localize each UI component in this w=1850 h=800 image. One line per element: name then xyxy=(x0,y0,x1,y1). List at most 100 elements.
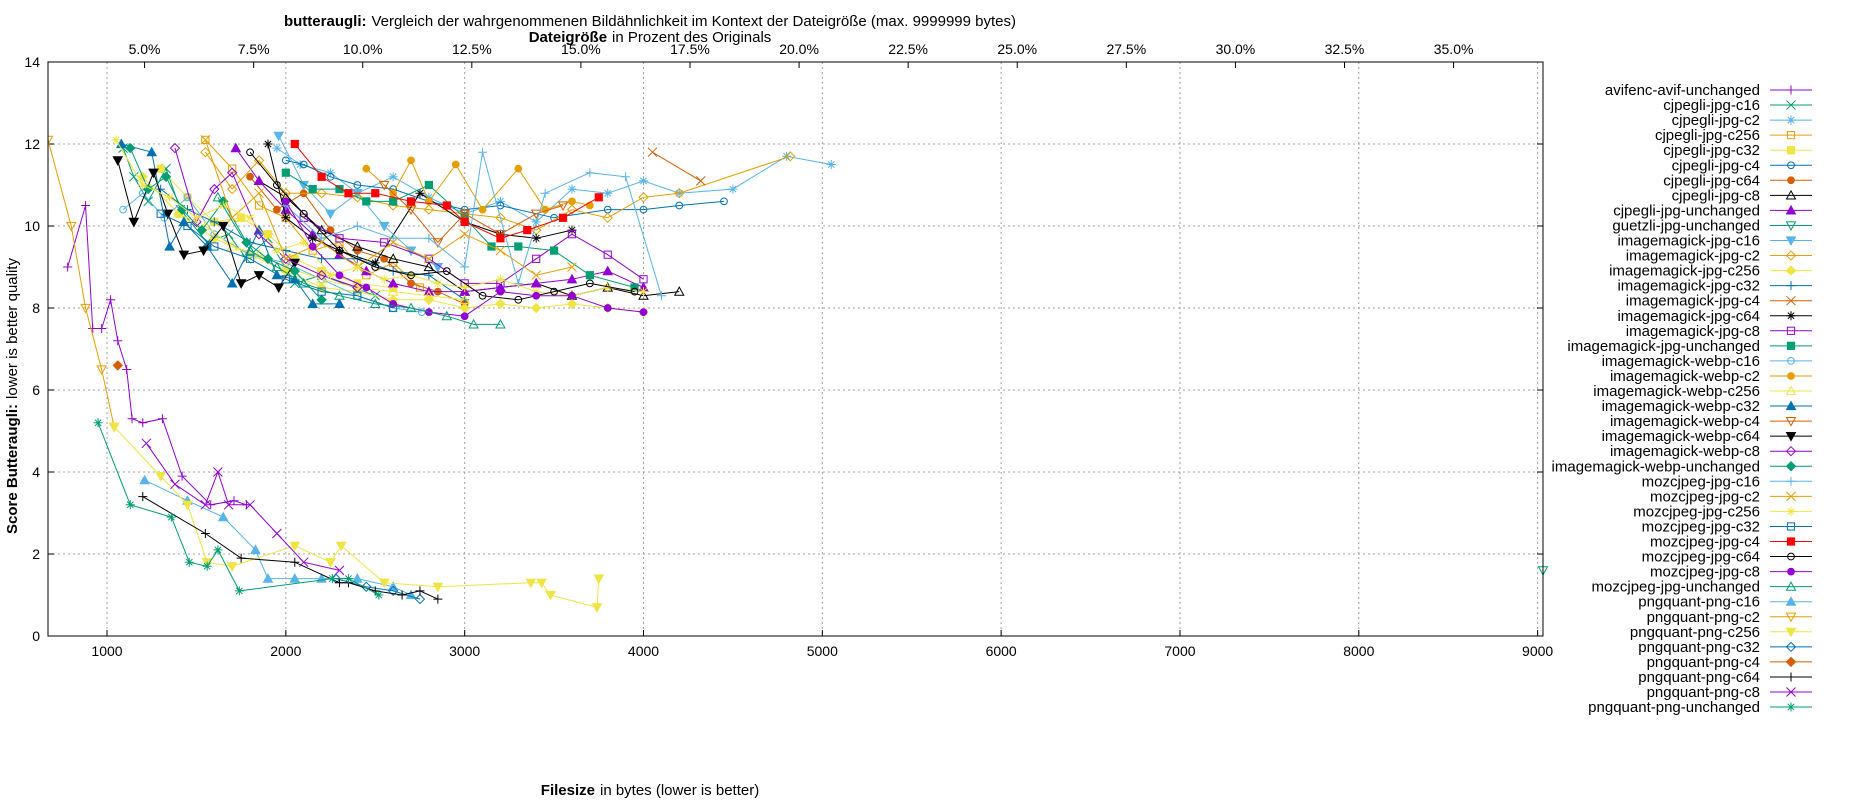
data-point xyxy=(531,287,541,297)
legend-marker xyxy=(1786,506,1796,516)
data-point xyxy=(128,171,139,182)
data-point xyxy=(603,304,612,312)
legend-entry: cjpegli-jpg-unchanged xyxy=(1613,202,1812,219)
data-point xyxy=(281,168,290,177)
chart-title: butteraugli: Vergleich der wahrgenommenen… xyxy=(284,13,1016,30)
data-point xyxy=(371,189,380,198)
data-point xyxy=(299,209,308,218)
y-axis-title: Score Butteraugli:lower is better qualit… xyxy=(4,258,21,534)
legend-marker xyxy=(1786,281,1796,291)
series-line xyxy=(67,205,247,506)
legend-entry: pngquant-png-c32 xyxy=(1638,639,1812,656)
data-point xyxy=(290,139,299,149)
legend-marker xyxy=(1785,596,1797,606)
data-point xyxy=(178,250,190,261)
data-point xyxy=(316,273,327,284)
legend-label: imagemagick-webp-c32 xyxy=(1602,398,1760,415)
data-point xyxy=(362,164,371,173)
data-point xyxy=(230,142,242,153)
x-tick-label: 5000 xyxy=(807,643,838,659)
legend-marker xyxy=(1785,445,1797,457)
data-point xyxy=(245,213,255,223)
data-point xyxy=(388,172,398,182)
data-point xyxy=(530,277,542,288)
series-line xyxy=(285,201,644,317)
data-point xyxy=(388,233,398,243)
legend-label: pngquant-png-c8 xyxy=(1647,684,1760,701)
legend-marker xyxy=(1785,656,1797,668)
data-point xyxy=(343,574,353,584)
legend-marker xyxy=(1787,161,1795,170)
data-point xyxy=(514,242,523,251)
data-point xyxy=(371,263,380,271)
legend-label: cjpegli-jpg-unchanged xyxy=(1613,202,1760,219)
data-point xyxy=(352,240,363,251)
x-tick-label: 3000 xyxy=(449,643,480,659)
data-point xyxy=(638,287,648,297)
y-tick-label: 12 xyxy=(24,136,40,152)
series-line xyxy=(249,151,635,301)
series-line xyxy=(204,151,791,231)
data-point xyxy=(656,291,666,301)
legend-label: mozcjpeg-jpg-unchanged xyxy=(1592,579,1760,596)
legend-entry: imagemagick-webp-unchanged xyxy=(1552,458,1812,475)
data-point xyxy=(325,209,336,220)
data-point xyxy=(478,291,487,300)
data-point xyxy=(235,279,247,289)
data-point xyxy=(226,562,238,572)
data-point xyxy=(433,594,443,604)
data-point xyxy=(550,287,558,296)
data-point xyxy=(223,499,234,510)
legend-entry: mozcjpeg-jpg-c32 xyxy=(1642,518,1812,535)
data-point xyxy=(246,172,254,181)
y-tick-label: 4 xyxy=(32,464,40,480)
data-point xyxy=(177,471,187,481)
legend-marker xyxy=(1785,385,1797,396)
data-point xyxy=(387,253,399,263)
data-point xyxy=(183,221,192,231)
x-tick-label: 4000 xyxy=(628,643,659,659)
data-point xyxy=(289,573,301,583)
legend-entry: imagemagick-webp-c2 xyxy=(1610,368,1812,385)
x-tick-label: 7000 xyxy=(1164,643,1195,659)
data-point xyxy=(316,187,327,199)
data-point xyxy=(111,135,121,145)
legend-entry: pngquant-png-c256 xyxy=(1630,624,1812,641)
legend-marker xyxy=(1785,627,1797,638)
legend-marker xyxy=(1786,672,1796,682)
data-point xyxy=(621,172,631,182)
data-point xyxy=(289,265,300,277)
legend-label: mozcjpeg-jpg-c16 xyxy=(1642,473,1760,490)
data-point xyxy=(155,472,167,482)
series-line xyxy=(205,139,421,288)
legend-label: mozcjpeg-jpg-c64 xyxy=(1642,549,1760,566)
series-line xyxy=(235,147,644,293)
legend-label: imagemagick-webp-unchanged xyxy=(1552,458,1760,475)
data-point xyxy=(138,180,148,190)
data-point xyxy=(424,180,434,190)
data-point xyxy=(209,183,220,195)
data-point xyxy=(245,254,255,263)
series-avifenc-avif-unchanged xyxy=(63,201,251,510)
series-pngquant-png-c256 xyxy=(108,422,605,613)
data-point xyxy=(638,176,648,186)
data-point xyxy=(514,164,523,173)
legend-marker xyxy=(1786,522,1796,531)
data-point xyxy=(335,246,344,255)
data-point xyxy=(397,590,407,600)
data-point xyxy=(200,135,211,145)
legend-label: guetzli-jpg-unchanged xyxy=(1612,217,1760,234)
series-line xyxy=(97,422,380,596)
legend-marker xyxy=(1785,581,1797,591)
plot-frame xyxy=(47,61,1544,637)
data-point xyxy=(273,283,285,294)
data-point xyxy=(536,578,547,589)
data-point xyxy=(405,302,417,313)
data-point xyxy=(254,201,264,210)
legend-label: imagemagick-webp-c4 xyxy=(1610,413,1760,430)
data-point xyxy=(280,253,291,264)
data-point xyxy=(250,544,261,554)
data-point xyxy=(138,492,148,502)
series-line xyxy=(267,143,573,264)
legend-entry: mozcjpeg-jpg-c4 xyxy=(1650,534,1812,551)
